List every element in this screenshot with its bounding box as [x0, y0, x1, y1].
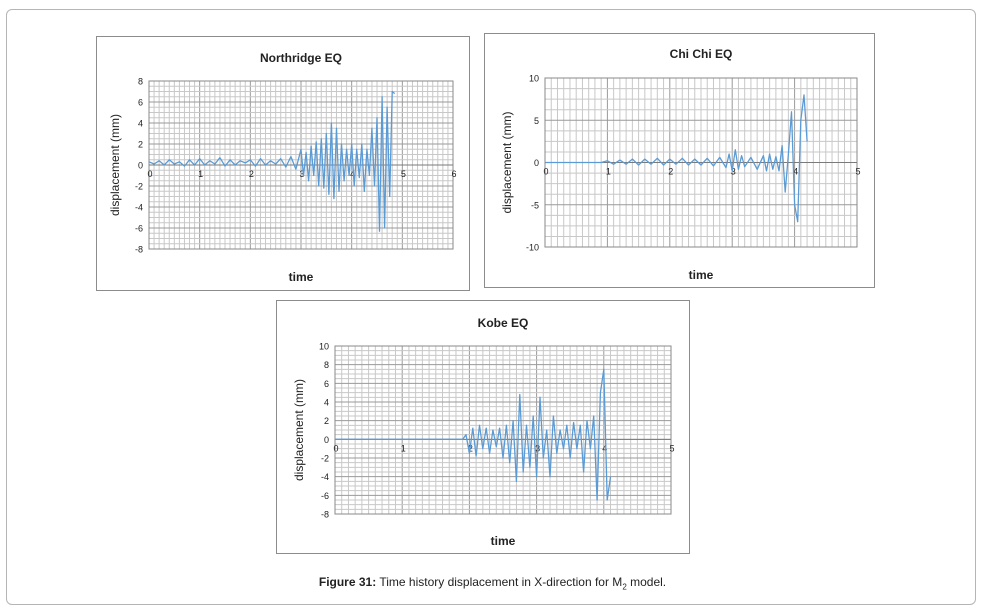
kobe-xtick-label: 1 [401, 443, 406, 453]
caption-label: Figure 31: [318, 575, 377, 589]
northridge-ytick-label: -6 [135, 224, 143, 234]
kobe-ytick-label: -6 [321, 491, 329, 501]
kobe-ylabel: displacement (mm) [292, 379, 306, 481]
kobe-title: Kobe EQ [478, 316, 529, 330]
figure-caption: Figure 31: Time history displacement in … [0, 575, 985, 591]
kobe-ytick-label: -4 [321, 472, 329, 482]
kobe-ytick-label: 4 [324, 398, 329, 408]
kobe-plot-border [334, 345, 672, 515]
kobe-grid [334, 345, 672, 515]
northridge-ytick-label: 8 [138, 77, 143, 87]
northridge-ytick-label: -4 [135, 203, 143, 213]
kobe-ytick-label: 10 [319, 342, 329, 352]
northridge-ytick-label: 4 [138, 119, 143, 129]
northridge-xtick-label: 3 [299, 169, 304, 179]
kobe-chart: 10 8 6 4 2 0 -2 -4 -6 -8 0 1 2 3 4 5 Kobe EQ time displace… [276, 300, 690, 554]
chichi-chart: 10 5 0 -5 -10 0 1 2 3 4 5 Chi Chi EQ time displacemen… [484, 33, 875, 288]
kobe-ytick-label: 2 [324, 416, 329, 426]
chichi-xtick-label: 5 [855, 167, 860, 177]
northridge-xlabel: time [289, 270, 314, 284]
caption-subscript: 2 [622, 582, 627, 592]
northridge-xtick-label: 5 [401, 169, 406, 179]
chichi-ytick-label: 5 [534, 116, 539, 126]
kobe-xtick-label: 0 [333, 443, 338, 453]
chichi-ytick-label: 0 [534, 158, 539, 168]
chichi-title: Chi Chi EQ [670, 47, 733, 61]
chichi-xtick-label: 3 [731, 167, 736, 177]
caption-text-end: model. [626, 575, 667, 589]
kobe-ytick-label: 0 [324, 435, 329, 445]
northridge-xtick-label: 1 [198, 169, 203, 179]
northridge-chart-svg: 8 6 4 2 0 -2 -4 -6 -8 0 1 2 3 4 5 6 Northridge EQ time dis… [108, 51, 457, 284]
northridge-xtick-label: 2 [249, 169, 254, 179]
chichi-ytick-label: -10 [526, 243, 539, 253]
caption-text: Time history displacement in X-direction… [376, 575, 623, 589]
chichi-xtick-label: 2 [668, 167, 673, 177]
chichi-xlabel: time [689, 268, 714, 282]
kobe-ytick-label: -2 [321, 454, 329, 464]
kobe-xlabel: time [491, 534, 516, 548]
northridge-xtick-label: 6 [451, 169, 456, 179]
kobe-series-line [335, 368, 612, 501]
chichi-ytick-label: 10 [529, 74, 539, 84]
kobe-xtick-label: 5 [669, 443, 674, 453]
northridge-xtick-label: 0 [147, 169, 152, 179]
northridge-chart: 8 6 4 2 0 -2 -4 -6 -8 0 1 2 3 4 5 6 Northridge EQ time dis… [96, 36, 470, 291]
chichi-series-line [545, 94, 808, 223]
chichi-xtick-label: 0 [543, 167, 548, 177]
northridge-title: Northridge EQ [260, 51, 342, 65]
kobe-ytick-label: -8 [321, 510, 329, 520]
northridge-ytick-label: 6 [138, 98, 143, 108]
northridge-ytick-label: 2 [138, 140, 143, 150]
kobe-ytick-label: 6 [324, 379, 329, 389]
northridge-xtick-label: 4 [350, 169, 355, 179]
northridge-series-line [148, 90, 396, 232]
chichi-xtick-label: 4 [793, 167, 798, 177]
northridge-ytick-label: -2 [135, 182, 143, 192]
northridge-ytick-label: 0 [138, 161, 143, 171]
northridge-ytick-label: -8 [135, 245, 143, 255]
chichi-ylabel: displacement (mm) [500, 111, 514, 213]
chichi-xtick-label: 1 [606, 167, 611, 177]
kobe-xtick-label: 4 [602, 443, 607, 453]
northridge-ylabel: displacement (mm) [108, 114, 122, 216]
chichi-ytick-label: -5 [531, 200, 539, 210]
chichi-chart-svg: 10 5 0 -5 -10 0 1 2 3 4 5 Chi Chi EQ time displacemen… [500, 47, 861, 282]
kobe-ytick-label: 8 [324, 360, 329, 370]
